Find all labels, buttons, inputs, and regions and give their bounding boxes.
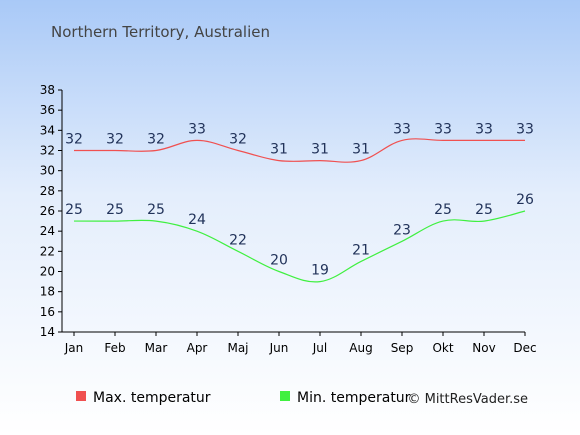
max-data-label: 33 bbox=[475, 121, 493, 137]
series-lines bbox=[73, 138, 526, 283]
x-tick-label: Sep bbox=[391, 341, 414, 355]
x-tick-label: Maj bbox=[227, 341, 248, 355]
y-tick-label: 28 bbox=[40, 184, 55, 198]
min-data-label: 25 bbox=[434, 202, 452, 218]
max-data-label: 31 bbox=[352, 142, 370, 158]
data-labels: 32 32 32 33 32 31 31 31 33 33 33 33 25 25 25 24 22 20 19 21… bbox=[65, 121, 534, 278]
x-tick-label: Mar bbox=[145, 341, 168, 355]
legend: Max. temperatur Min. temperatur bbox=[76, 390, 411, 406]
legend-label-max: Max. temperatur bbox=[93, 390, 211, 406]
min-data-label: 25 bbox=[147, 202, 165, 218]
chart-title: Northern Territory, Australien bbox=[51, 23, 270, 41]
min-data-label: 19 bbox=[311, 263, 329, 279]
y-tick-label: 20 bbox=[40, 265, 55, 279]
y-tick-label: 26 bbox=[40, 204, 55, 218]
legend-label-min: Min. temperatur bbox=[297, 390, 411, 406]
min-data-label: 20 bbox=[270, 253, 288, 269]
min-data-label: 25 bbox=[65, 202, 83, 218]
max-data-label: 33 bbox=[393, 121, 411, 137]
legend-swatch-min bbox=[280, 391, 290, 401]
axes: 14 16 18 20 22 24 26 28 30 32 34 36 38 Jan Feb Mar Apr Ma… bbox=[40, 83, 537, 355]
y-tick-label: 18 bbox=[40, 285, 55, 299]
min-data-label: 26 bbox=[516, 192, 534, 208]
x-tick-label: Nov bbox=[472, 341, 495, 355]
min-data-label: 25 bbox=[475, 202, 493, 218]
y-tick-label: 22 bbox=[40, 244, 55, 258]
x-tick-label: Okt bbox=[432, 341, 453, 355]
y-tick-label: 38 bbox=[40, 83, 55, 97]
x-tick-label: Jan bbox=[64, 341, 84, 355]
max-data-label: 31 bbox=[270, 142, 288, 158]
y-tick-label: 30 bbox=[40, 164, 55, 178]
max-data-label: 32 bbox=[65, 132, 83, 148]
max-temperature-line bbox=[73, 138, 525, 163]
max-data-label: 33 bbox=[516, 121, 534, 137]
x-tick-label: Jun bbox=[269, 341, 289, 355]
min-data-label: 21 bbox=[352, 242, 370, 258]
min-temperature-line bbox=[73, 210, 526, 283]
max-data-label: 33 bbox=[434, 121, 452, 137]
x-tick-label: Feb bbox=[104, 341, 125, 355]
min-data-label: 25 bbox=[106, 202, 124, 218]
max-data-label: 33 bbox=[188, 121, 206, 137]
x-tick-label: Dec bbox=[513, 341, 536, 355]
max-data-label: 31 bbox=[311, 142, 329, 158]
y-tick-label: 24 bbox=[40, 224, 55, 238]
min-data-label: 24 bbox=[188, 212, 206, 228]
max-data-label: 32 bbox=[229, 132, 247, 148]
y-tick-label: 32 bbox=[40, 144, 55, 158]
credit-text: © MittResVader.se bbox=[407, 392, 528, 407]
x-tick-label: Jul bbox=[312, 341, 327, 355]
y-tick-label: 14 bbox=[40, 325, 55, 339]
x-tick-label: Apr bbox=[187, 341, 208, 355]
y-tick-label: 34 bbox=[40, 123, 55, 137]
max-data-label: 32 bbox=[106, 132, 124, 148]
max-data-label: 32 bbox=[147, 132, 165, 148]
y-tick-label: 36 bbox=[40, 103, 55, 117]
min-data-label: 23 bbox=[393, 222, 411, 238]
legend-swatch-max bbox=[76, 391, 86, 401]
x-tick-label: Aug bbox=[349, 341, 372, 355]
min-data-label: 22 bbox=[229, 232, 247, 248]
y-tick-label: 16 bbox=[40, 305, 55, 319]
